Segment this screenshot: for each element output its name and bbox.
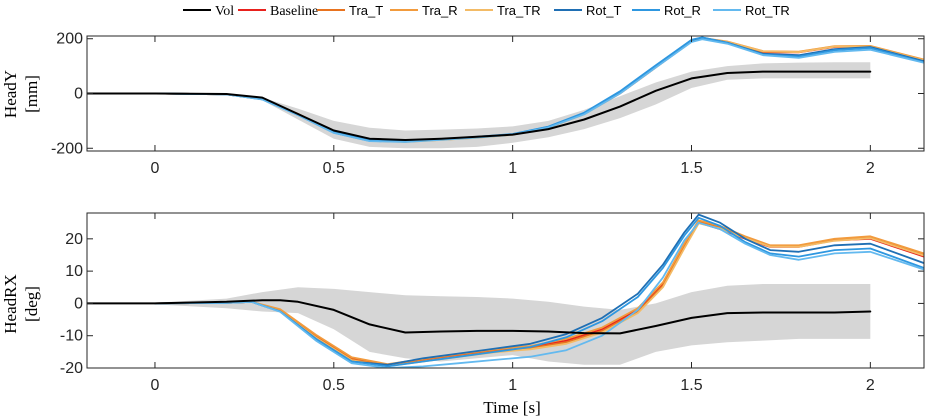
bottom-ticks: 0 0.5 1 1.5 2 -20 -10 0 10 20 [60,213,924,394]
bottom-ytick-label: -20 [60,360,83,377]
bottom-ylabel-line1: HeadRX [1,274,20,333]
panel-headRX: 0 0.5 1 1.5 2 -20 -10 0 10 20 HeadRX [deg] [1,212,925,394]
bottom-ytick-label: 10 [65,263,83,280]
top-plot-area [87,36,924,149]
top-vol-band [155,62,871,149]
top-ticks: 0 0.5 1 1.5 2 -200 0 200 [51,31,924,177]
bottom-xtick-label: 0.5 [323,377,345,394]
bottom-xtick-label: 0 [151,377,160,394]
legend-label-tra-t: Tra_T [349,3,383,18]
top-xtick-label: 0 [151,160,160,177]
panel-headY: 0 0.5 1 1.5 2 -200 0 200 HeadY [mm] [1,31,925,177]
legend: Vol Baseline Tra_T Tra_R Tra_TR Rot_T Rot_R Rot… [183,3,790,19]
top-xtick-label: 0.5 [323,160,345,177]
bottom-xtick-label: 2 [866,377,875,394]
top-xtick-label: 1 [508,160,517,177]
legend-label-tra-r: Tra_R [422,3,458,18]
legend-label-rot-r: Rot_R [664,3,701,18]
bottom-ytick-label: 0 [74,295,83,312]
top-ytick-label: 200 [56,31,83,48]
bottom-series-rot-r [154,216,924,368]
x-axis-label: Time [s] [483,398,540,417]
legend-label-baseline: Baseline [270,4,318,19]
bottom-plot-area [87,213,924,368]
top-xtick-label: 2 [866,160,875,177]
top-ylabel-line2: [mm] [22,75,41,113]
bottom-ytick-label: -10 [60,328,83,345]
bottom-ytick-label: 20 [65,231,83,248]
top-series-rot-tr [154,38,924,143]
bottom-series-vol [87,299,872,335]
legend-label-rot-t: Rot_T [586,3,621,18]
top-ytick-label: 0 [74,86,83,103]
top-ytick-label: -200 [51,140,83,157]
top-ylabel-line1: HeadY [1,70,20,118]
bottom-axes-frame [86,212,925,369]
bottom-xtick-label: 1.5 [680,377,702,394]
bottom-vol-band [155,284,871,365]
top-series-vol [87,70,872,141]
legend-label-rot-tr: Rot_TR [745,3,790,18]
top-xtick-label: 1.5 [680,160,702,177]
legend-label-vol: Vol [215,4,234,19]
bottom-series-rot-tr [154,221,924,368]
bottom-ylabel-line2: [deg] [22,286,41,322]
legend-label-tra-tr: Tra_TR [497,3,541,18]
bottom-xtick-label: 1 [508,377,517,394]
